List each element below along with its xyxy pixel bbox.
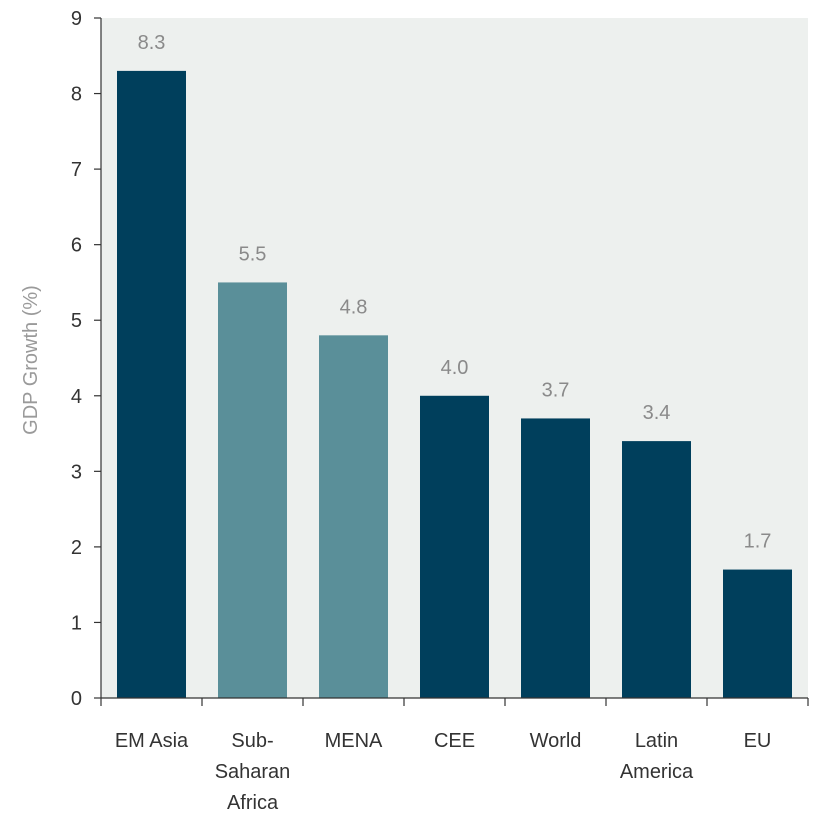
category-label-0: EM Asia [115,730,189,752]
value-label-0: 8.3 [138,32,166,54]
y-tick-label-0: 0 [71,688,82,710]
category-label-5: Latin America [620,730,694,783]
value-label-2: 4.8 [340,296,368,318]
y-tick-label-8: 8 [71,84,82,106]
y-tick-label-3: 3 [71,461,82,483]
y-axis-title: GDP Growth (%) [20,285,42,435]
category-label-3-line-0: CEE [434,730,475,752]
category-label-1-line-1: Saharan [215,761,291,783]
category-label-6-line-0: EU [744,730,772,752]
y-tick-label-7: 7 [71,159,82,181]
category-label-1: Sub- Saharan Africa [215,730,291,814]
value-label-4: 3.7 [542,379,570,401]
bar-4 [521,418,590,698]
y-tick-label-2: 2 [71,537,82,559]
y-tick-label-1: 1 [71,612,82,634]
category-label-0-line-0: EM Asia [115,730,189,752]
category-label-5-line-0: Latin [635,730,678,752]
category-label-5-line-1: America [620,761,694,783]
y-tick-label-4: 4 [71,386,82,408]
category-label-6: EU [744,730,772,752]
bar-0 [117,70,186,698]
value-label-5: 3.4 [643,402,671,424]
bar-2 [319,335,388,698]
category-label-2-line-0: MENA [325,730,383,752]
bar-1 [218,282,287,698]
category-label-3: CEE [434,730,475,752]
category-label-4: World [530,730,582,752]
category-label-4-line-0: World [530,730,582,752]
category-label-1-line-2: Africa [227,792,279,814]
value-label-3: 4.0 [441,357,469,379]
y-tick-label-6: 6 [71,235,82,257]
value-label-1: 5.5 [239,243,267,265]
bar-3 [420,395,489,698]
y-tick-label-5: 5 [71,310,82,332]
category-label-2: MENA [325,730,383,752]
bar-5 [622,441,691,698]
y-tick-label-9: 9 [71,8,82,30]
bar-6 [723,569,792,698]
value-label-6: 1.7 [744,531,772,553]
category-label-1-line-0: Sub- [231,730,273,752]
